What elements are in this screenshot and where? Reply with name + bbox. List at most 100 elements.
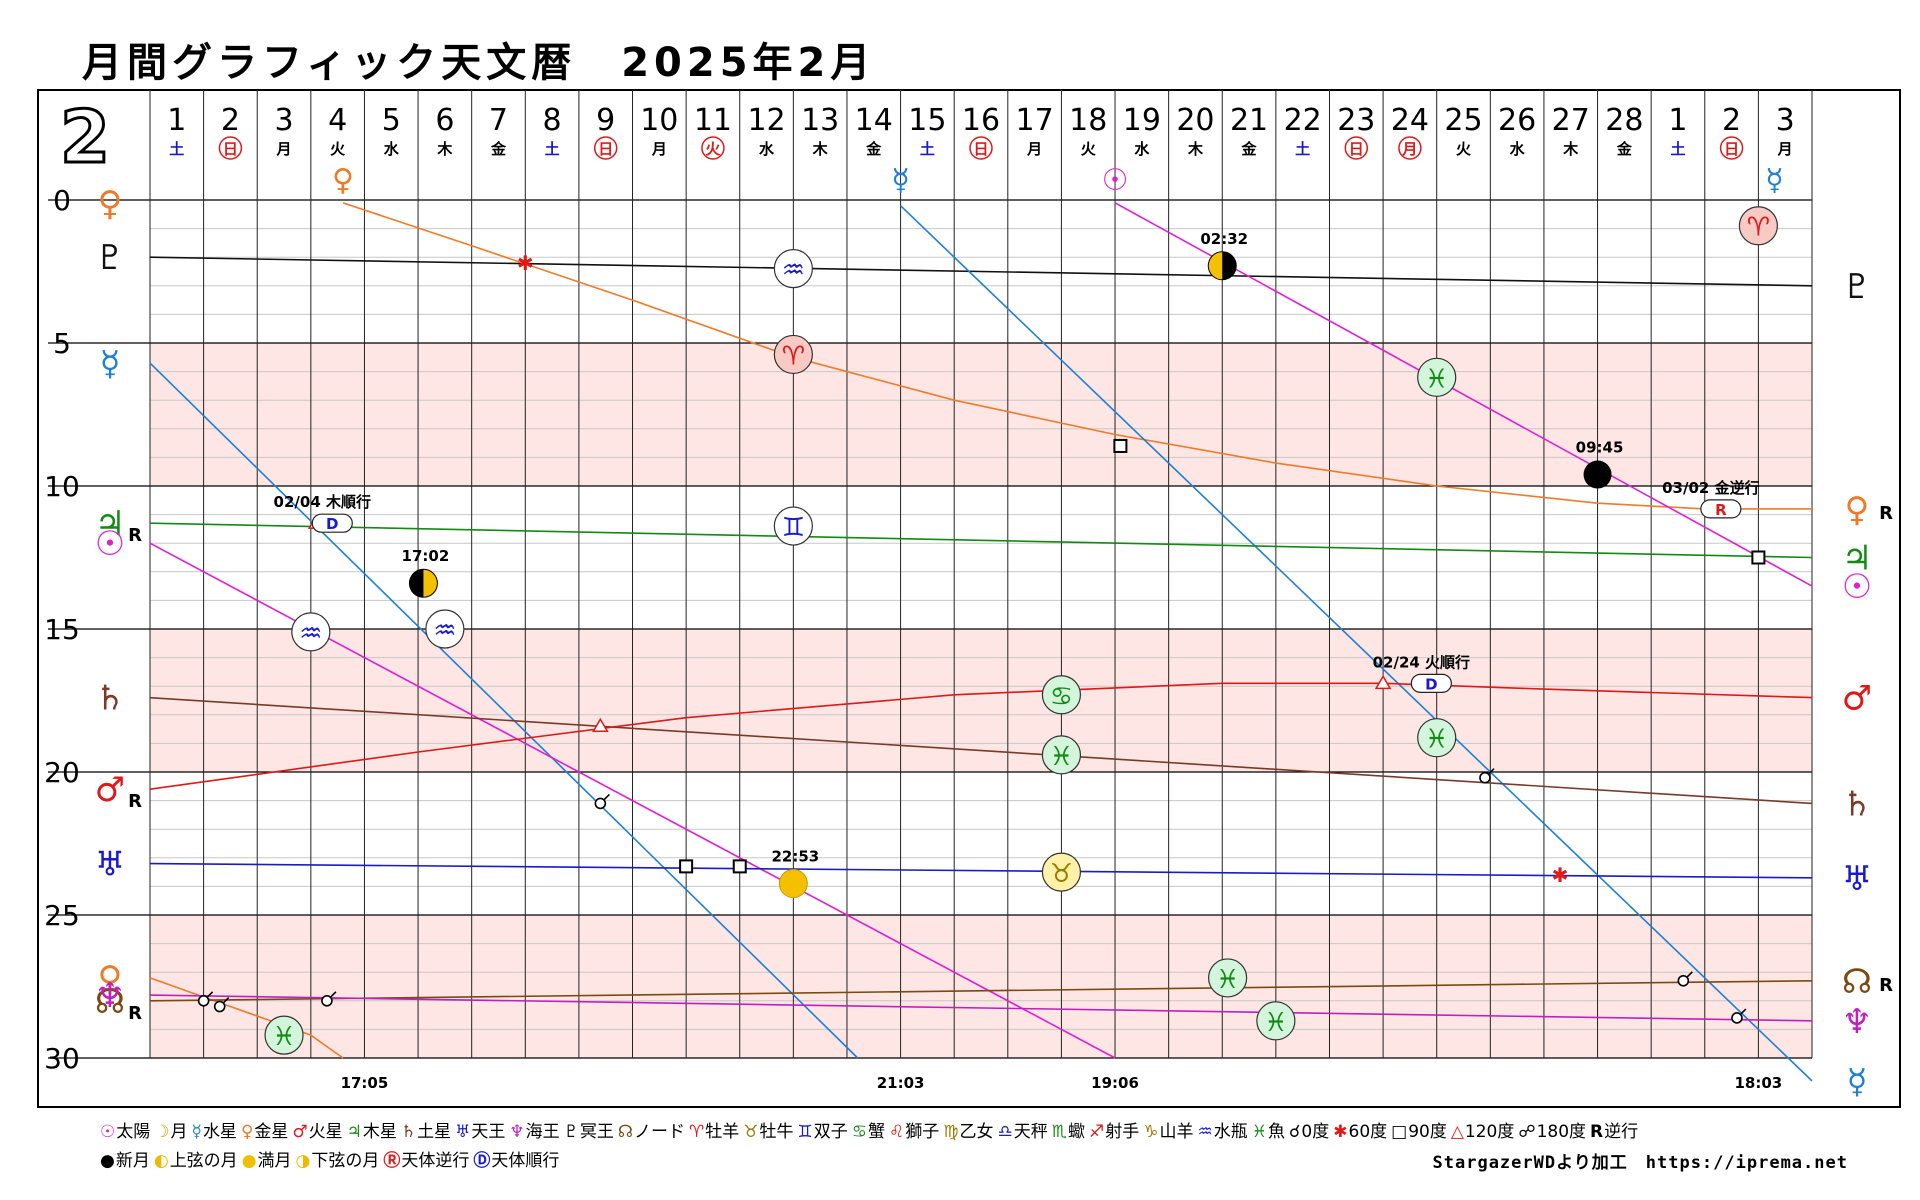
weekday-label: 月 xyxy=(1401,140,1417,158)
day-number: 1 xyxy=(167,103,186,138)
station-badge xyxy=(311,513,353,533)
sign-glyph: ♈ xyxy=(782,341,805,371)
left-planet-label: ♇ xyxy=(95,238,125,278)
legend-item: ♒水瓶 xyxy=(1198,1118,1248,1146)
day-number: 16 xyxy=(962,103,1000,138)
day-number: 18 xyxy=(1069,103,1107,138)
holiday-circle xyxy=(1398,136,1422,160)
page-title: 月間グラフィック天文暦 2025年2月 xyxy=(82,40,876,86)
y-tick-label: 15 xyxy=(44,613,80,646)
right-planet-label: ♄ xyxy=(1842,784,1872,824)
legend-item: ♆海王 xyxy=(509,1118,559,1146)
weekday-label: 日 xyxy=(1724,140,1739,158)
legend-item: ◐上弦の月 xyxy=(154,1147,238,1175)
sign-badge xyxy=(1208,958,1248,998)
day-number: 21 xyxy=(1230,103,1268,138)
holiday-circle xyxy=(1719,136,1744,160)
legend-glyph-icon: ♏ xyxy=(1051,1122,1067,1142)
legend-glyph-icon: ♋ xyxy=(851,1122,867,1142)
legend-item: □90度 xyxy=(1391,1118,1447,1146)
sign-glyph: ♓ xyxy=(1425,725,1448,755)
legend-item: ♐射手 xyxy=(1089,1118,1139,1146)
legend-glyph-icon: Ⓓ xyxy=(473,1151,491,1171)
weekday-label: 水 xyxy=(384,140,400,158)
weekday-label: 日 xyxy=(223,140,238,158)
legend-glyph-icon: ● xyxy=(241,1151,257,1171)
legend-text: 天体順行 xyxy=(491,1151,560,1171)
weekday-label: 土 xyxy=(169,140,184,158)
ingress-marker: ♀ xyxy=(332,163,354,198)
legend-glyph-icon: ♈ xyxy=(689,1122,705,1142)
day-number: 5 xyxy=(382,103,401,138)
weekday-label: 金 xyxy=(1616,140,1633,158)
weekday-label: 金 xyxy=(1241,140,1258,158)
legend-glyph-icon: Ⓡ xyxy=(383,1151,401,1171)
legend-text: 天体逆行 xyxy=(401,1151,470,1171)
y-tick-label: 0 xyxy=(53,184,71,217)
ingress-time-label: 18:03 xyxy=(1735,1074,1783,1092)
legend-text: 獅子 xyxy=(905,1122,940,1142)
sign-glyph: ♓ xyxy=(1425,364,1448,394)
series-line-venus_prev xyxy=(149,977,344,1059)
legend-glyph-icon: ☽ xyxy=(154,1122,170,1142)
legend-item: ♀金星 xyxy=(241,1118,288,1146)
y-tick-label: 25 xyxy=(44,899,80,932)
legend-glyph-icon: ♇ xyxy=(563,1122,579,1142)
legend-glyph-icon: ♄ xyxy=(400,1122,417,1142)
left-planet-label: ♃ xyxy=(95,504,125,544)
legend-glyph-icon: R xyxy=(1590,1122,1604,1142)
moon-quarter-shade xyxy=(1222,251,1237,280)
aspect-trine xyxy=(1374,674,1392,690)
aspect-conjunction-tick xyxy=(1740,1008,1747,1015)
legend-glyph-icon: ♀ xyxy=(240,1122,254,1142)
legend-item: ♇冥王 xyxy=(564,1118,614,1146)
ingress-marker: ☿ xyxy=(1765,163,1783,198)
legend-text: 水瓶 xyxy=(1213,1122,1248,1142)
weekday-label: 金 xyxy=(490,140,507,158)
weekday-label: 月 xyxy=(1026,140,1042,158)
right-planet-label: ♀ xyxy=(1845,490,1870,530)
legend-item: ●新月 xyxy=(100,1147,150,1175)
legend-text: 90度 xyxy=(1408,1122,1447,1142)
sign-badge xyxy=(1417,718,1457,758)
legend-text: 牡羊 xyxy=(705,1122,740,1142)
legend: ☉太陽 ☽月 ☿水星 ♀金星 ♂火星 ♃木星 ♄土星 ♅天王 ♆海王 ♇冥王 ☊ノード ♈牡羊 ♉牡牛 ♊… xyxy=(100,1118,1880,1176)
aspect-conjunction-tick xyxy=(603,793,610,801)
weekday-label: 土 xyxy=(1295,140,1310,158)
sign-badge xyxy=(291,612,331,652)
legend-item: ♎天秤 xyxy=(998,1118,1048,1146)
legend-text: 海王 xyxy=(525,1122,560,1142)
weekday-label: 水 xyxy=(759,140,775,158)
station-badge xyxy=(1700,499,1742,519)
weekday-label: 火 xyxy=(705,140,721,158)
sign-badge xyxy=(1041,852,1082,892)
aspect-sextile: ✱ xyxy=(517,251,534,275)
legend-row-planets-signs: ☉太陽 ☽月 ☿水星 ♀金星 ♂火星 ♃木星 ♄土星 ♅天王 ♆海王 ♇冥王 ☊ノード ♈牡羊 ♉牡牛 ♊… xyxy=(100,1118,1880,1147)
right-planet-label: ☉ xyxy=(1842,567,1872,607)
sign-badge xyxy=(773,506,813,546)
legend-glyph-icon: ● xyxy=(100,1151,115,1171)
series-line-uranus xyxy=(149,862,1813,879)
weekday-label: 土 xyxy=(1670,140,1685,158)
right-retro-label: R xyxy=(1879,503,1893,524)
day-number: 28 xyxy=(1605,103,1643,138)
left-retro-label: R xyxy=(128,1003,142,1024)
aspect-trine xyxy=(592,717,609,732)
legend-item: ♄土星 xyxy=(401,1118,451,1146)
aspect-conjunction xyxy=(1479,771,1491,784)
legend-item: ♉牡牛 xyxy=(743,1118,793,1146)
legend-text: 山羊 xyxy=(1159,1122,1194,1142)
moon-time-label: 09:45 xyxy=(1576,439,1624,457)
day-number: 26 xyxy=(1498,103,1536,138)
sign-badge xyxy=(425,609,465,649)
legend-glyph-icon: ☍ xyxy=(1518,1122,1536,1142)
legend-item: ♈牡羊 xyxy=(689,1118,739,1146)
moon-full xyxy=(778,869,808,899)
sign-badge xyxy=(773,334,813,375)
legend-glyph-icon: ◑ xyxy=(295,1151,311,1171)
aspect-conjunction-tick xyxy=(207,991,214,998)
legend-glyph-icon: ☉ xyxy=(100,1122,116,1142)
ingress-time-label: 17:05 xyxy=(341,1074,389,1092)
sign-glyph: ♓ xyxy=(1216,965,1239,995)
left-planet-label: ☿ xyxy=(100,344,121,384)
